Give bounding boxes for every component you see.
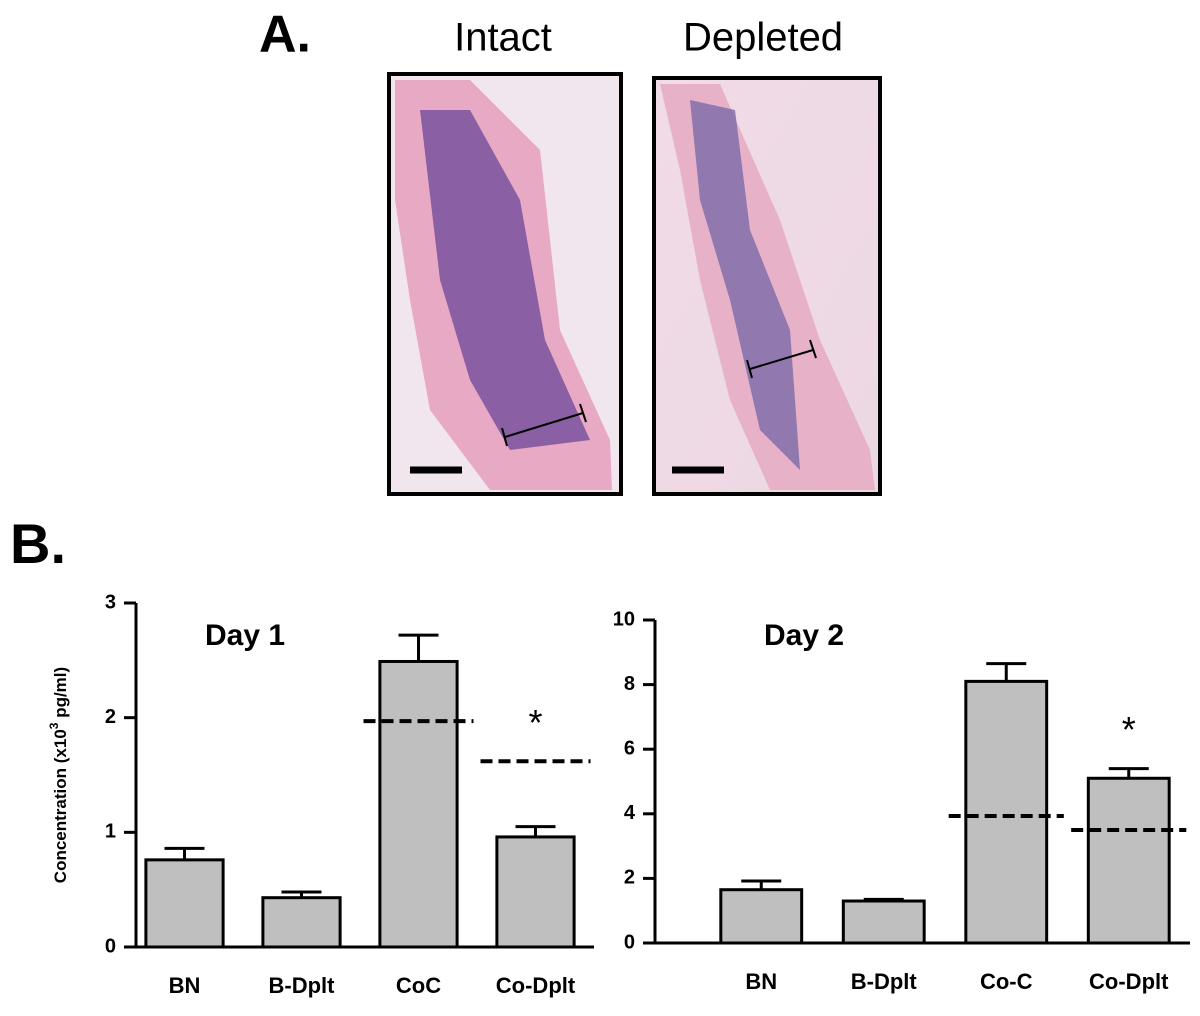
x-tick-label: Co-Dplt bbox=[1089, 969, 1169, 994]
y-tick-label: 0 bbox=[105, 935, 116, 957]
y-tick-label: 8 bbox=[624, 673, 635, 695]
y-axis-label-superscript: 3 bbox=[47, 722, 61, 729]
histology-image bbox=[652, 76, 882, 496]
y-tick-label: 0 bbox=[624, 931, 635, 953]
y-tick-label: 2 bbox=[105, 706, 116, 728]
significance-marker: * bbox=[1122, 709, 1136, 750]
y-tick-label: 6 bbox=[624, 737, 635, 759]
chart-title: Day 1 bbox=[205, 619, 285, 652]
significance-marker: * bbox=[528, 702, 542, 743]
bar bbox=[1086, 776, 1171, 945]
y-tick-label: 2 bbox=[624, 867, 635, 889]
bar bbox=[144, 858, 225, 949]
y-tick-label: 1 bbox=[105, 821, 116, 843]
x-tick-label: B-Dplt bbox=[269, 973, 336, 998]
y-tick-label: 4 bbox=[624, 802, 636, 824]
x-tick-label: B-Dplt bbox=[851, 969, 918, 994]
x-tick-label: BN bbox=[745, 969, 777, 994]
bar bbox=[378, 659, 459, 949]
image-caption: Depleted bbox=[683, 16, 843, 60]
y-axis-label: Concentration (x10 bbox=[51, 729, 70, 883]
histology-image bbox=[387, 72, 623, 496]
panel-label: A. bbox=[259, 6, 311, 64]
x-tick-label: Co-Dplt bbox=[496, 973, 576, 998]
bar bbox=[495, 835, 576, 949]
bar bbox=[964, 679, 1049, 945]
y-tick-label: 3 bbox=[105, 591, 116, 613]
bar bbox=[719, 888, 804, 945]
bar bbox=[261, 896, 342, 949]
y-tick-label: 10 bbox=[613, 608, 635, 630]
panel-label: B. bbox=[10, 512, 66, 575]
x-tick-label: CoC bbox=[396, 973, 441, 998]
x-tick-label: BN bbox=[169, 973, 201, 998]
chart-title: Day 2 bbox=[764, 619, 844, 652]
y-axis-label: Concentration (x103 pg/ml) bbox=[47, 667, 70, 883]
bar bbox=[841, 899, 926, 945]
x-tick-label: Co-C bbox=[980, 969, 1033, 994]
y-axis-label: pg/ml) bbox=[51, 667, 70, 723]
image-caption: Intact bbox=[454, 16, 552, 60]
